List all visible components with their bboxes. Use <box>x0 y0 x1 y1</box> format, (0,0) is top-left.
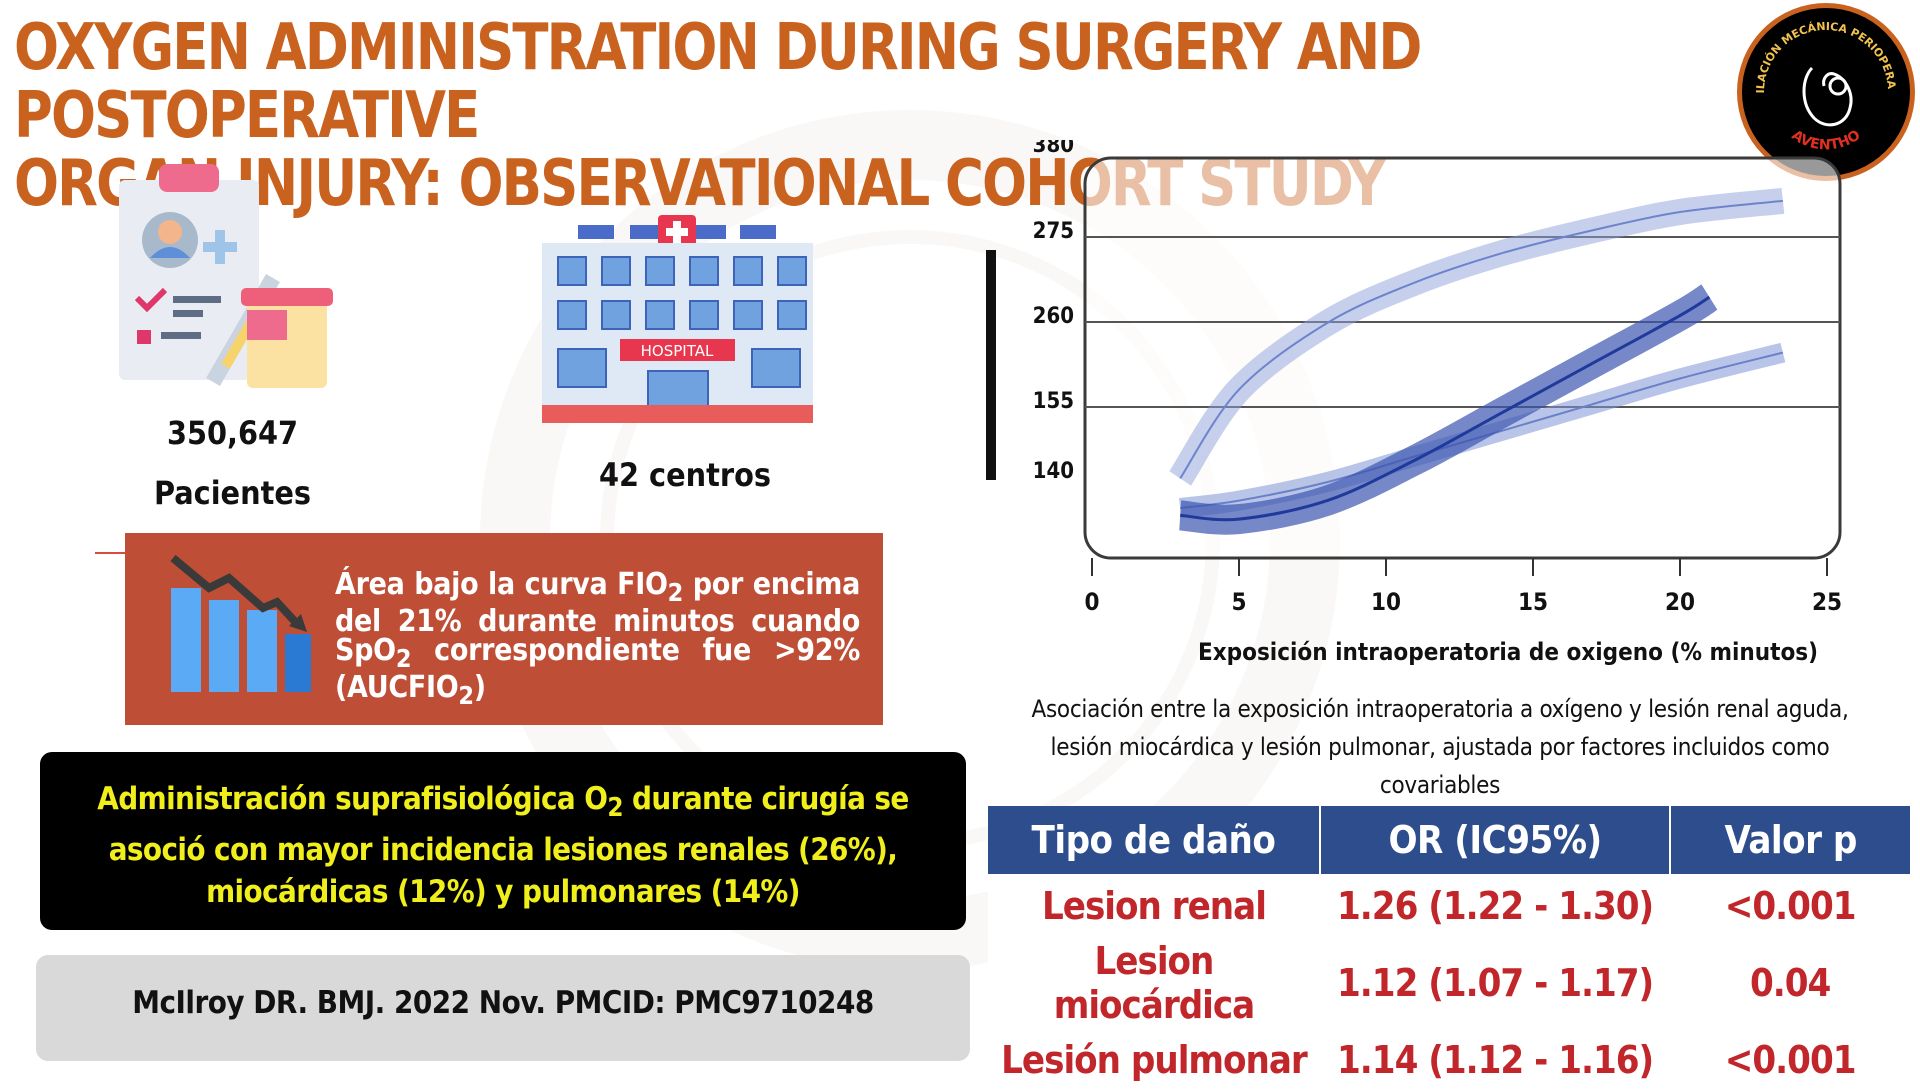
cell-p-value: 0.04 <box>1670 938 1910 1028</box>
oxygen-exposure-chart: 140 155 260 275 380 0 5 10 15 20 25 Exposición in… <box>986 140 1842 666</box>
cell-or-ci: 1.26 (1.22 - 1.30) <box>1319 874 1671 938</box>
series-line <box>1180 295 1711 522</box>
x-tick-label: 25 <box>1812 588 1842 616</box>
patients-label: Pacientes <box>153 474 312 512</box>
x-tick-label: 10 <box>1371 588 1401 616</box>
cell-damage-type: Lesion renal <box>988 874 1320 938</box>
chart-caption: Asociación entre la exposición intraoper… <box>1031 695 1849 799</box>
header-or-ci: OR (IC95%) <box>1319 806 1672 874</box>
aventho-logo: VENTILACIÓN MECÁNICA PERIOPERATORIA AVEN… <box>1737 0 1915 181</box>
x-tick-label: 20 <box>1665 588 1695 616</box>
y-tick-label: 140 <box>1033 459 1074 484</box>
x-axis-label: Exposición intraoperatoria de oxigeno (%… <box>1198 638 1818 666</box>
conclusion-box <box>40 752 966 930</box>
table-row: Lesion renal 1.26 (1.22 - 1.30) <0.001 <box>988 874 1910 938</box>
reference-box <box>36 955 970 1061</box>
svg-text:VENTILACIÓN MECÁNICA PERIOPERA: VENTILACIÓN MECÁNICA PERIOPERATORIA <box>1742 8 1898 94</box>
y-axis-label-block <box>986 250 996 480</box>
plot-frame <box>1083 156 1842 560</box>
conclusion-text: Administración suprafisiológica O2 duran… <box>97 781 909 911</box>
x-tick-label: 15 <box>1518 588 1548 616</box>
y-tick-label: 260 <box>1033 304 1074 329</box>
hospital-sign: HOSPITAL <box>641 342 714 360</box>
declining-bars-icon <box>170 554 311 692</box>
logo-top-text: VENTILACIÓN MECÁNICA PERIOPERATORIA <box>1737 0 1898 94</box>
table-row: Lesion miocárdica 1.12 (1.07 - 1.17) 0.0… <box>988 938 1910 1028</box>
hospital-building-icon: HOSPITAL <box>542 215 813 423</box>
y-tick-label: 275 <box>1033 219 1074 244</box>
cell-damage-type: Lesión pulmonar <box>988 1028 1320 1092</box>
table-row: Lesión pulmonar 1.14 (1.12 - 1.16) <0.00… <box>988 1028 1910 1092</box>
cell-damage-type: Lesion miocárdica <box>988 938 1320 1028</box>
callout-text: Área bajo la curva FIO2 por encima del 2… <box>335 567 861 711</box>
logo-emblem-icon: VENTILACIÓN MECÁNICA PERIOPERATORIA AVEN… <box>1737 0 1898 153</box>
x-tick-label: 0 <box>1084 588 1099 616</box>
series-line <box>1179 199 1784 479</box>
y-tick-label: 155 <box>1033 389 1074 414</box>
header-p-value: Valor p <box>1670 806 1910 874</box>
reference-text: McIlroy DR. BMJ. 2022 Nov. PMCID: PMC971… <box>132 985 874 1021</box>
cell-or-ci: 1.12 (1.07 - 1.17) <box>1319 938 1671 1028</box>
x-tick-label: 5 <box>1231 588 1246 616</box>
y-tick-label: 380 <box>1033 140 1074 158</box>
cell-p-value: <0.001 <box>1670 1028 1910 1092</box>
centers-label: 42 centros <box>598 456 772 494</box>
cell-or-ci: 1.14 (1.12 - 1.16) <box>1319 1028 1671 1092</box>
callout-connector <box>95 552 125 554</box>
cell-p-value: <0.001 <box>1670 874 1910 938</box>
header-damage-type: Tipo de daño <box>988 806 1321 874</box>
title-line-1: OXYGEN ADMINISTRATION DURING SURGERY AND… <box>14 11 1422 153</box>
patients-count: 350,647 <box>166 414 299 452</box>
results-table: Tipo de daño OR (IC95%) Valor p Lesion r… <box>988 806 1910 1092</box>
patient-clipboard-icon <box>119 164 333 388</box>
